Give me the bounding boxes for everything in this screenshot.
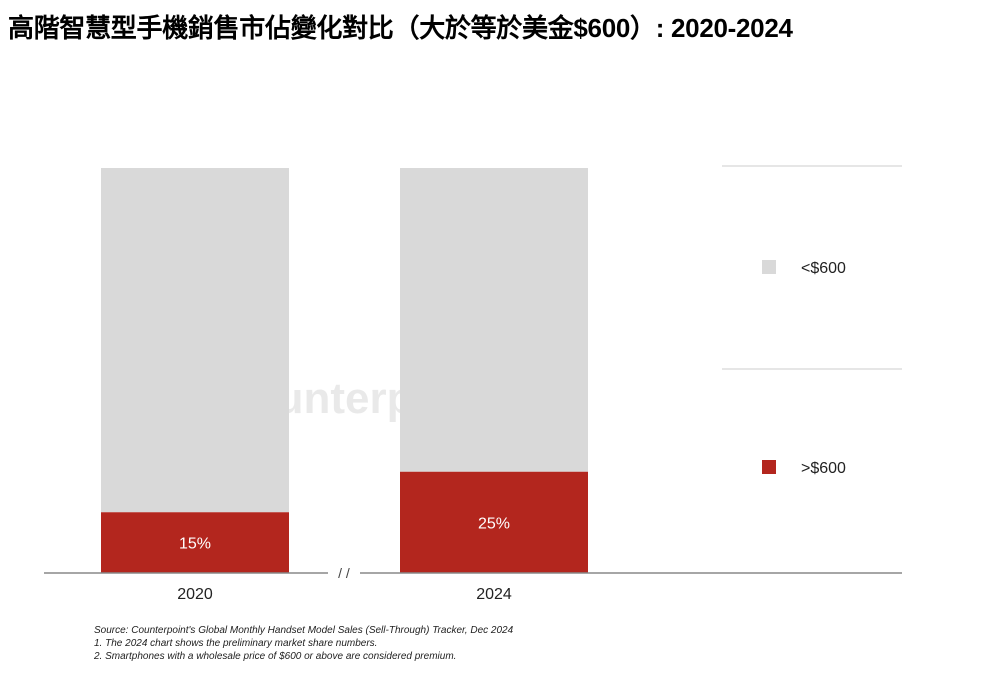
data-label-2020: 15% xyxy=(179,536,211,553)
footnote-1: 1. The 2024 chart shows the preliminary … xyxy=(94,638,378,649)
axis-break-mark: / / xyxy=(338,565,350,581)
legend-label-above-600: >$600 xyxy=(801,460,846,477)
bar-below-600-2024 xyxy=(400,168,588,472)
legend-label-below-600: <$600 xyxy=(801,260,846,277)
source-note: Source: Counterpoint's Global Monthly Ha… xyxy=(94,625,514,636)
legend-swatch-above-600 xyxy=(762,460,776,474)
data-label-2024: 25% xyxy=(478,515,510,532)
x-tick-label-2024: 2024 xyxy=(476,586,512,603)
bar-below-600-2020 xyxy=(101,168,289,513)
bar-above-600-2020 xyxy=(101,512,289,573)
legend-swatch-below-600 xyxy=(762,260,776,274)
x-tick-label-2020: 2020 xyxy=(177,586,213,603)
bar-above-600-2024 xyxy=(400,471,588,573)
source-notes: Source: Counterpoint's Global Monthly Ha… xyxy=(94,624,513,663)
footnote-2: 2. Smartphones with a wholesale price of… xyxy=(94,651,457,662)
chart-title: 高階智慧型手機銷售市佔變化對比（大於等於美金$600）: 2020-2024 xyxy=(8,13,793,43)
